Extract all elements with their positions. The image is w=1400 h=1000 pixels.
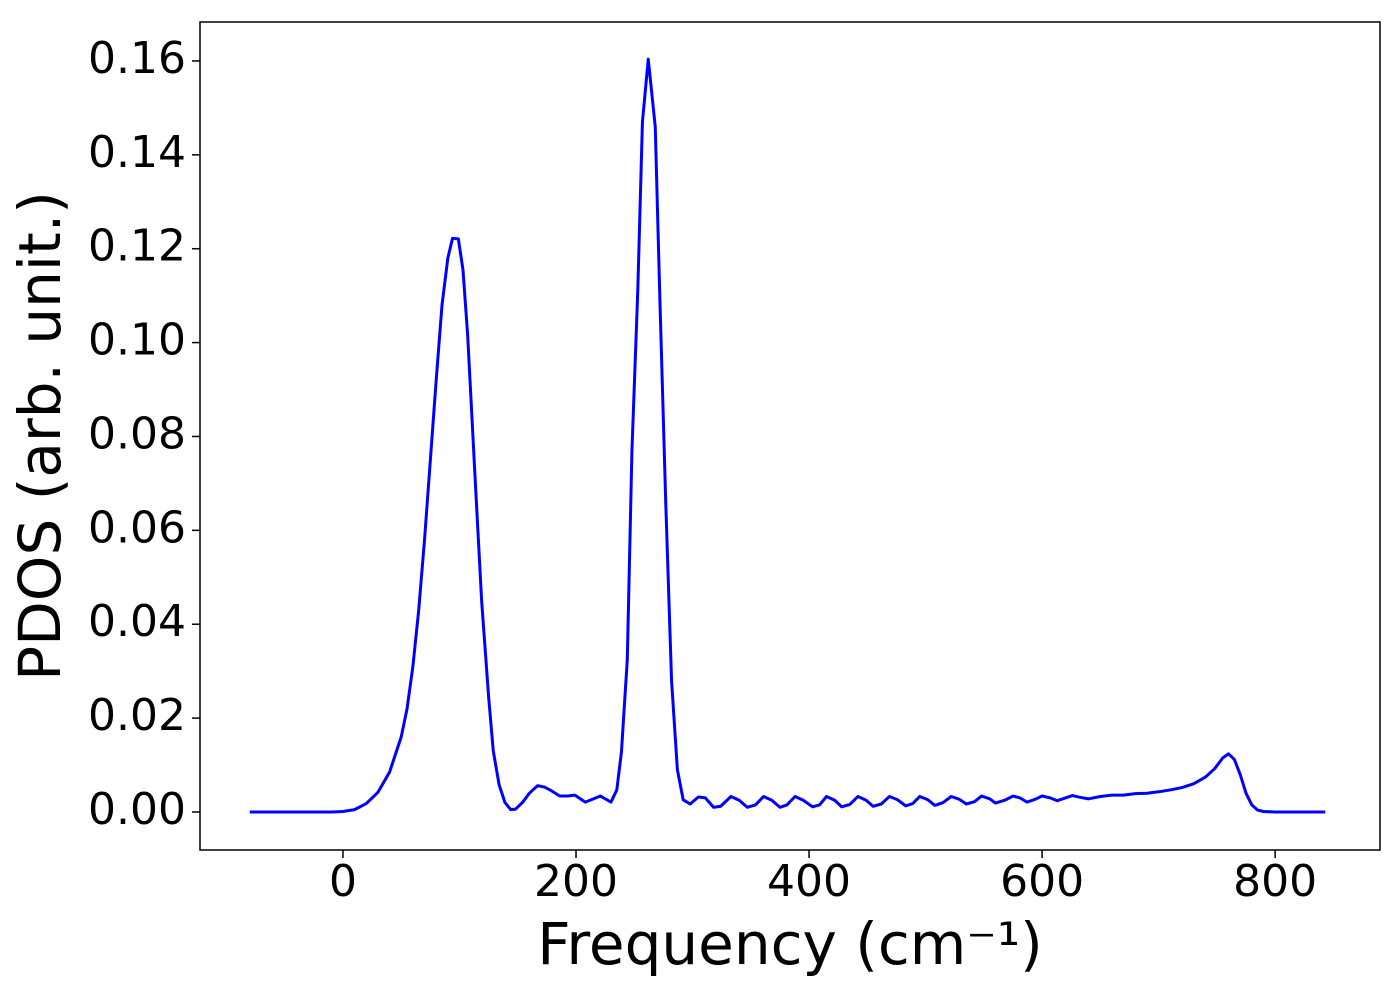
x-tick-label: 200 xyxy=(534,856,618,907)
y-tick-label: 0.02 xyxy=(88,690,186,741)
y-tick-label: 0.08 xyxy=(88,408,186,459)
y-tick-label: 0.14 xyxy=(88,127,186,178)
y-axis-label: PDOS (arb. unit.) xyxy=(6,191,74,681)
line-series xyxy=(249,57,1326,814)
x-axis-label: Frequency (cm⁻¹) xyxy=(537,910,1043,978)
y-tick-label: 0.10 xyxy=(88,315,186,366)
x-tick-label: 400 xyxy=(767,856,851,907)
y-tick-label: 0.04 xyxy=(88,596,186,647)
y-tick-label: 0.16 xyxy=(88,33,186,84)
y-tick-label: 0.06 xyxy=(88,502,186,553)
x-tick-label: 600 xyxy=(1000,856,1084,907)
x-tick-label: 0 xyxy=(329,856,357,907)
x-tick-label: 800 xyxy=(1233,856,1317,907)
y-tick-label: 0.00 xyxy=(88,784,186,835)
plot-frame xyxy=(199,21,1381,851)
y-tick-label: 0.12 xyxy=(88,221,186,272)
